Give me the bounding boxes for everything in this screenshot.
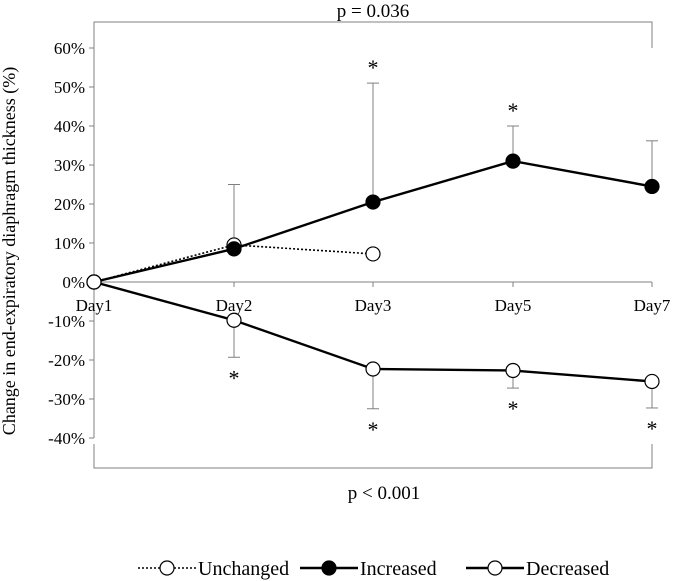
y-tick-label: 30%	[54, 156, 85, 175]
error-bars-group	[228, 82, 658, 410]
x-tick-label: Day1	[76, 296, 113, 315]
x-tick-label: Day5	[495, 296, 532, 315]
markers-group	[86, 153, 660, 390]
x-tick-label: Day7	[634, 296, 671, 315]
y-tick-label: -40%	[48, 429, 85, 448]
labels-group: -40% -30% -20% -10% 0% 10% 20% 30% 40% 50% 60% Day1…	[0, 39, 671, 448]
legend-label-increased: Increased	[360, 558, 437, 580]
y-tick-label: -30%	[48, 390, 85, 409]
marker-decreased	[644, 373, 660, 390]
legend-marker-increased	[321, 560, 337, 576]
significance-asterisk: *	[508, 98, 519, 123]
y-tick-label: 20%	[54, 195, 85, 214]
y-tick-label: 10%	[54, 234, 85, 253]
top-bracket	[93, 21, 653, 48]
marker-decreased	[505, 362, 521, 379]
legend-marker-unchanged	[159, 560, 175, 576]
significance-brackets: p = 0.036 p < 0.001	[93, 1, 653, 504]
marker-decreased	[365, 361, 381, 377]
marker-unchanged	[365, 246, 381, 262]
y-axis-label: Change in end-expiratory diaphragm thick…	[0, 67, 20, 435]
y-tick-label: 40%	[54, 117, 85, 136]
significance-asterisk: *	[368, 55, 379, 80]
top-bracket-label: p = 0.036	[337, 1, 409, 22]
marker-decreased	[226, 312, 242, 328]
y-tick-label: 50%	[54, 78, 85, 97]
marker-increased	[644, 178, 660, 195]
marker-increased	[226, 241, 242, 257]
y-tick-label: -20%	[48, 351, 85, 370]
marker-increased	[505, 153, 521, 169]
legend: Unchanged Increased Decreased	[138, 558, 609, 580]
legend-label-unchanged: Unchanged	[198, 558, 289, 580]
x-tick-label: Day3	[355, 296, 392, 315]
y-tick-label: -10%	[48, 312, 85, 331]
y-tick-label: 60%	[54, 39, 85, 58]
axes-group	[89, 47, 653, 439]
marker-decreased	[86, 274, 102, 290]
legend-label-decreased: Decreased	[526, 558, 609, 580]
y-tick-label: 0%	[62, 273, 85, 292]
bottom-bracket-label: p < 0.001	[348, 483, 420, 504]
significance-asterisk: *	[229, 365, 240, 390]
significance-asterisk: *	[508, 396, 519, 421]
significance-asterisk: *	[368, 417, 379, 442]
marker-increased	[365, 194, 381, 210]
significance-asterisk: *	[647, 416, 658, 441]
bottom-bracket	[93, 444, 653, 469]
legend-marker-decreased	[487, 560, 503, 576]
x-tick-label: Day2	[216, 296, 253, 315]
